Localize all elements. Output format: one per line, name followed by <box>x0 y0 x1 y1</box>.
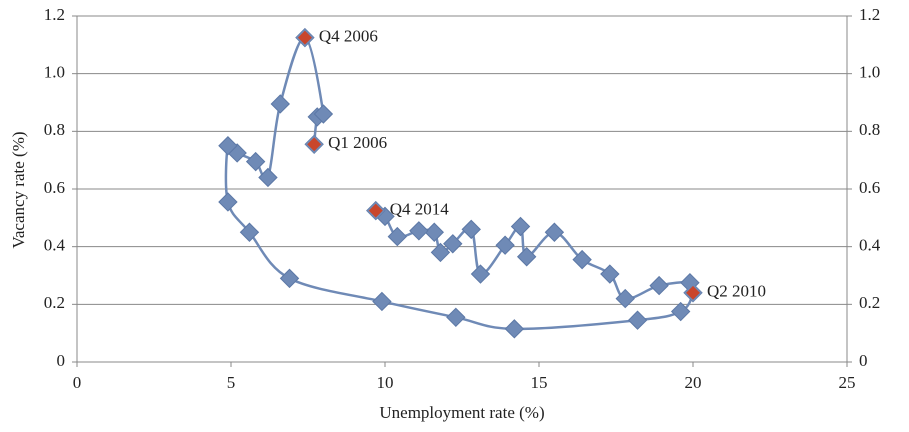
y2-tick-label: 0.6 <box>859 178 880 197</box>
point <box>516 247 537 267</box>
point <box>470 264 491 284</box>
y-axis-title: Vacancy rate (%) <box>9 131 28 248</box>
annotation: Q2 2010 <box>707 282 766 301</box>
y-tick-label: 0.2 <box>44 293 65 312</box>
x-tick-label: 5 <box>227 373 236 392</box>
point <box>258 167 278 188</box>
point <box>387 226 408 247</box>
point <box>504 319 525 339</box>
point <box>279 268 300 289</box>
highlight-point <box>683 283 703 302</box>
point <box>430 242 451 263</box>
annotation: Q4 2006 <box>319 27 378 46</box>
y2-tick-label: 0.4 <box>859 236 881 255</box>
y2-tick-label: 1.2 <box>859 5 880 24</box>
point <box>510 216 531 237</box>
point <box>670 301 691 322</box>
x-tick-label: 25 <box>839 373 856 392</box>
highlight-point <box>366 201 385 220</box>
annotation: Q1 2006 <box>328 133 387 152</box>
point <box>424 222 444 242</box>
point <box>245 151 266 172</box>
point <box>649 275 669 296</box>
y-tick-label: 1.2 <box>44 5 65 24</box>
y-tick-label: 0.6 <box>44 178 65 197</box>
x-tick-label: 10 <box>377 373 394 392</box>
point <box>443 234 463 254</box>
point <box>446 307 466 328</box>
x-axis-title: Unemployment rate (%) <box>379 403 544 422</box>
point <box>218 192 238 212</box>
point <box>544 222 565 242</box>
y-tick-label: 0.8 <box>44 120 65 139</box>
point <box>461 219 481 240</box>
y2-tick-label: 0.2 <box>859 293 880 312</box>
y-tick-label: 0.4 <box>44 236 66 255</box>
x-tick-label: 15 <box>531 373 548 392</box>
y-tick-label: 0 <box>57 351 66 370</box>
point <box>600 264 620 284</box>
point <box>495 235 515 255</box>
point <box>239 222 260 242</box>
point <box>270 94 290 114</box>
x-tick-label: 20 <box>685 373 702 392</box>
point <box>572 249 592 270</box>
curve <box>224 36 696 331</box>
x-tick-label: 0 <box>73 373 82 392</box>
y2-tick-label: 1.0 <box>859 63 880 82</box>
highlight-point <box>295 28 314 47</box>
y2-tick-label: 0 <box>859 351 868 370</box>
highlight-point <box>305 135 324 154</box>
point <box>615 288 635 309</box>
y-tick-label: 1.0 <box>44 63 65 82</box>
point <box>627 310 648 330</box>
annotation: Q4 2014 <box>390 200 450 219</box>
point <box>372 291 392 312</box>
y2-tick-label: 0.8 <box>859 120 880 139</box>
point <box>409 221 429 241</box>
point <box>218 136 238 156</box>
point <box>313 104 334 124</box>
